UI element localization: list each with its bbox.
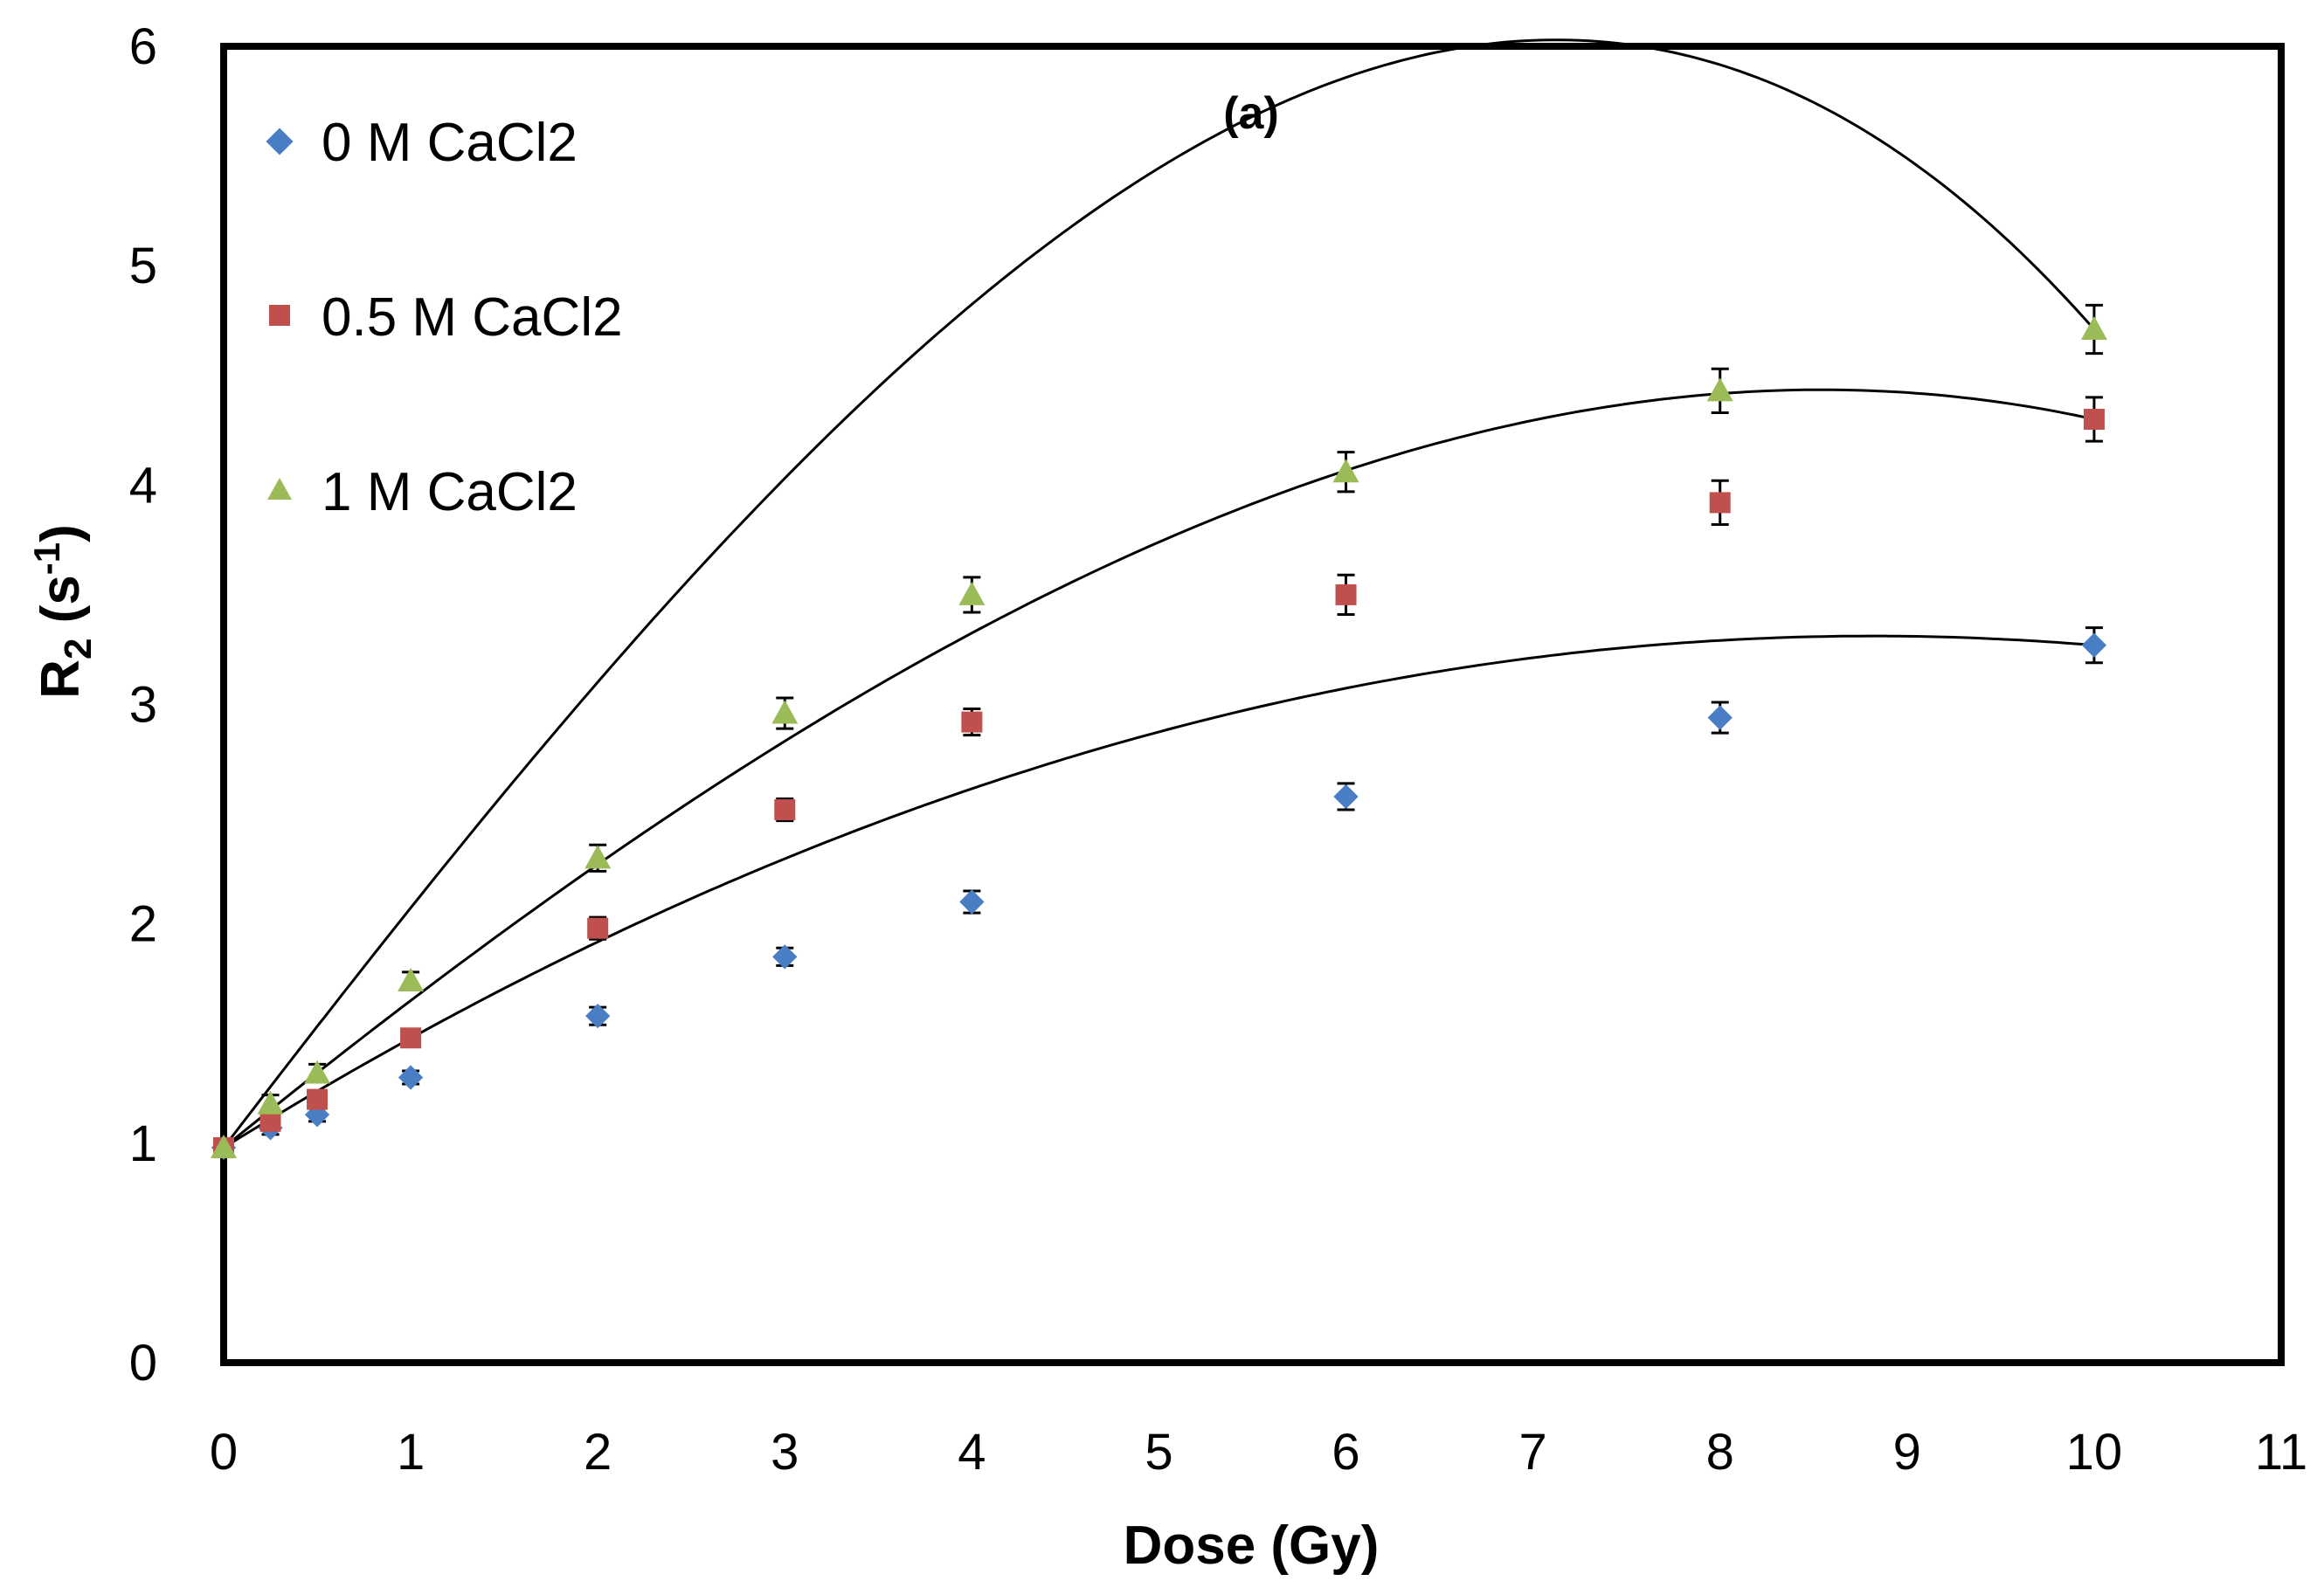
data-point-square	[1709, 492, 1731, 514]
x-tick-label: 9	[1893, 1424, 1921, 1481]
x-tick-label: 10	[2066, 1424, 2123, 1481]
data-point-diamond	[2081, 632, 2107, 658]
data-point-square	[961, 711, 983, 733]
trendlines	[222, 38, 2096, 1150]
x-tick-label: 1	[397, 1424, 425, 1481]
data-point-triangle	[771, 700, 799, 724]
data-point-triangle	[211, 1134, 237, 1158]
legend: 0 M CaCl2 0.5 M CaCl2 1 M CaCl2	[266, 113, 623, 522]
legend-entry: 0.5 M CaCl2	[269, 287, 623, 348]
x-tick-label: 3	[771, 1424, 799, 1481]
x-tick-label: 8	[1706, 1424, 1734, 1481]
data-point-triangle	[398, 967, 425, 991]
data-point-diamond	[1707, 705, 1733, 730]
data-points	[211, 316, 2107, 1160]
trendline-series-0	[223, 634, 2095, 1150]
y-tick-label: 1	[129, 1115, 157, 1172]
y-tick-label: 3	[129, 677, 157, 734]
legend-entry: 0 M CaCl2	[266, 113, 578, 173]
data-point-triangle	[1706, 377, 1733, 402]
y-axis-title: R2 (s-1)	[26, 524, 100, 699]
data-point-triangle	[958, 581, 986, 605]
x-tick-label: 6	[1331, 1424, 1359, 1481]
data-point-diamond	[585, 1004, 611, 1029]
trendline-series-2	[222, 38, 2096, 1149]
y-tick-label: 4	[129, 457, 157, 514]
y-tick-label: 6	[129, 18, 157, 75]
legend-marker-diamond	[266, 128, 294, 155]
y-tick-label: 5	[129, 238, 157, 294]
data-point-diamond	[398, 1065, 424, 1090]
data-point-square	[774, 799, 796, 821]
x-tick-label: 2	[584, 1424, 612, 1481]
plot-area	[220, 43, 2285, 1366]
x-axis-ticks: 0 1 2 3 4 5 6 7 8 9 10 11	[210, 1424, 2307, 1481]
data-point-square	[259, 1110, 281, 1132]
y-tick-label: 0	[129, 1335, 157, 1391]
y-axis-ticks: 0 1 2 3 4 5 6	[129, 18, 157, 1391]
data-point-diamond	[772, 944, 798, 970]
data-point-square	[2083, 408, 2105, 430]
data-point-triangle	[304, 1060, 331, 1084]
x-tick-label: 4	[958, 1424, 986, 1481]
data-point-square	[1335, 583, 1357, 605]
data-point-triangle	[584, 845, 612, 869]
trendline-series-1	[223, 388, 2095, 1150]
legend-label: 1 M CaCl2	[322, 462, 578, 522]
x-tick-label: 7	[1519, 1424, 1547, 1481]
legend-label: 0.5 M CaCl2	[322, 287, 623, 348]
data-point-diamond	[1333, 784, 1359, 810]
x-tick-label: 11	[2255, 1424, 2307, 1481]
data-point-square	[307, 1088, 329, 1110]
data-point-square	[400, 1027, 422, 1049]
x-tick-label: 0	[210, 1424, 238, 1481]
legend-label: 0 M CaCl2	[322, 113, 578, 173]
x-tick-label: 5	[1145, 1424, 1172, 1481]
legend-entry: 1 M CaCl2	[267, 462, 578, 522]
panel-label: (a)	[1223, 88, 1279, 139]
y-tick-label: 2	[129, 896, 157, 953]
legend-marker-triangle	[267, 478, 292, 500]
data-point-triangle	[2080, 316, 2107, 341]
data-point-triangle	[257, 1090, 284, 1115]
data-point-triangle	[1332, 459, 1359, 483]
legend-marker-square	[269, 305, 290, 326]
data-point-square	[587, 917, 609, 939]
x-axis-title: Dose (Gy)	[1124, 1516, 1380, 1576]
